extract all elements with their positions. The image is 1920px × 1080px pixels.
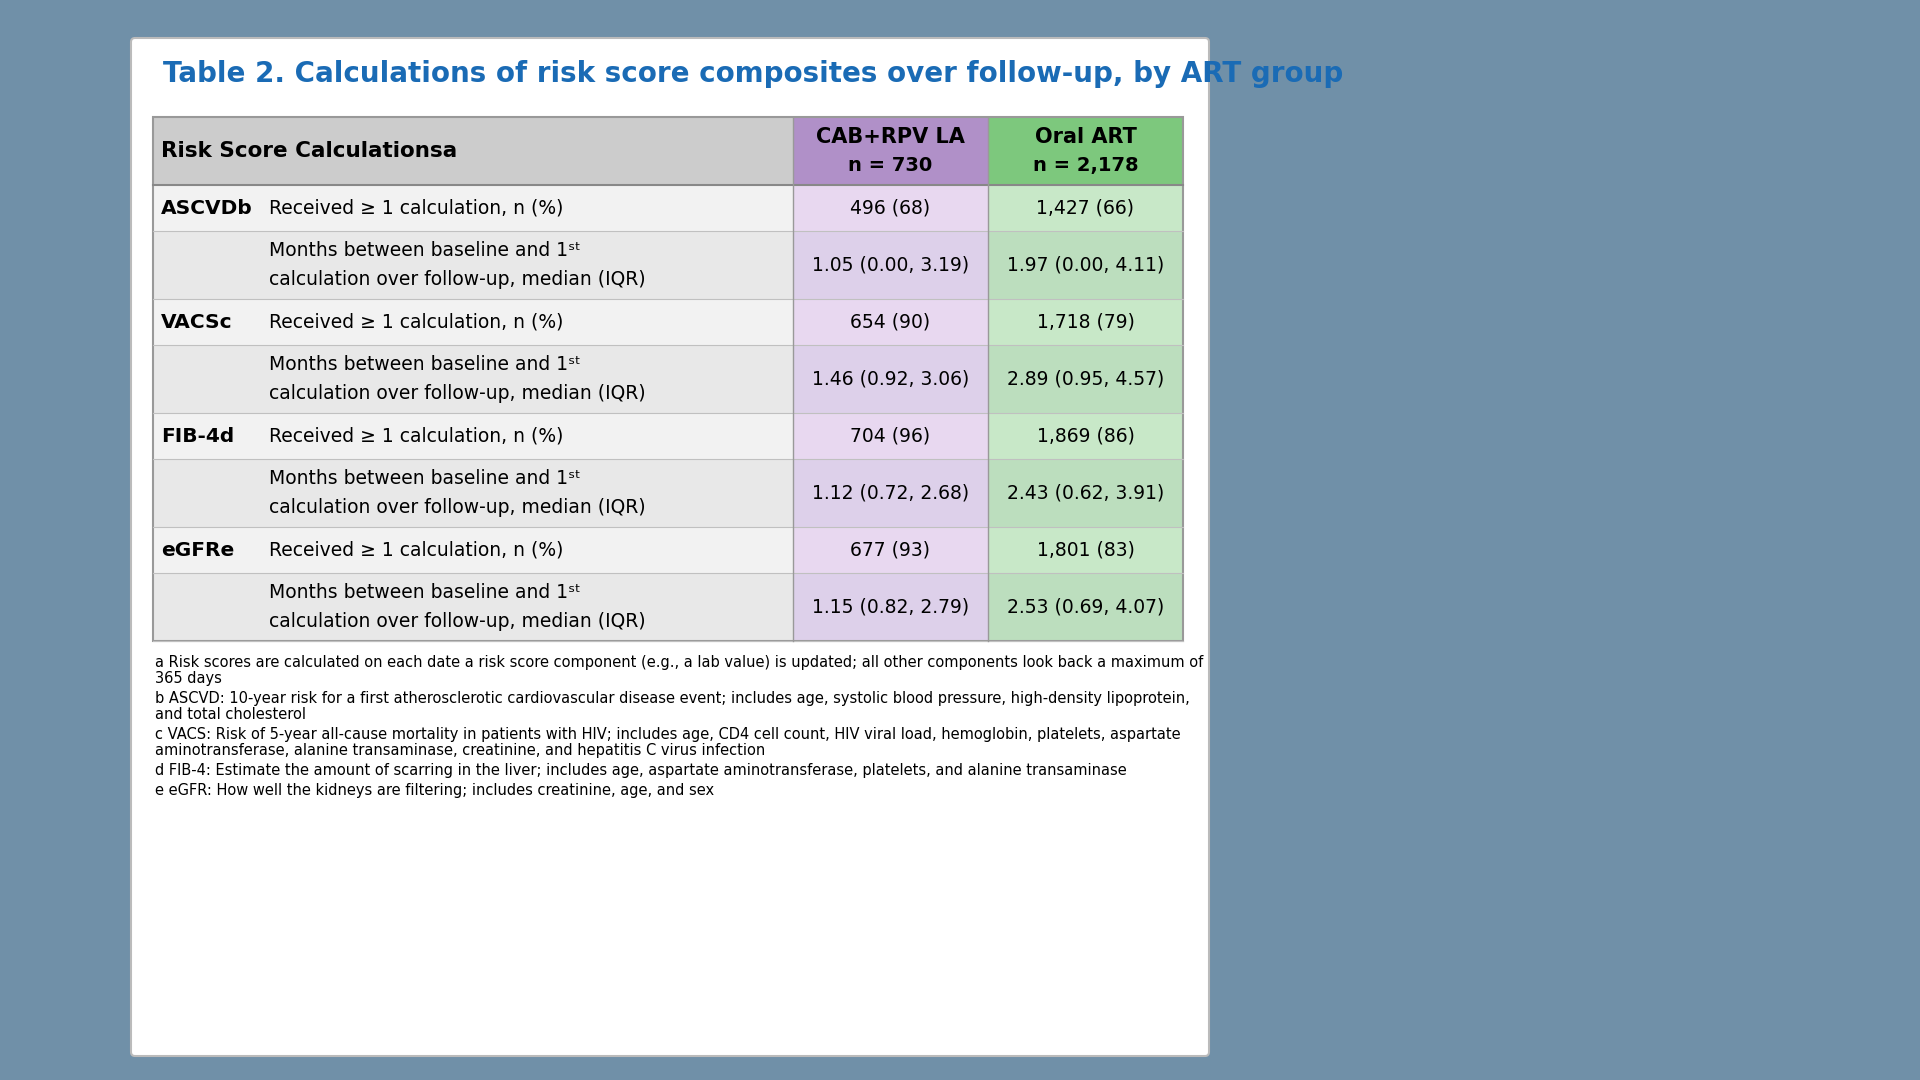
Text: Received ≥ 1 calculation, n (%): Received ≥ 1 calculation, n (%) — [269, 199, 563, 217]
Text: 1,427 (66): 1,427 (66) — [1037, 199, 1135, 217]
Bar — [989, 459, 1183, 527]
Text: calculation over follow-up, median (IQR): calculation over follow-up, median (IQR) — [269, 384, 645, 404]
Text: 1.12 (0.72, 2.68): 1.12 (0.72, 2.68) — [812, 484, 970, 502]
Text: n = 730: n = 730 — [849, 157, 933, 175]
Text: aminotransferase, alanine transaminase, creatinine, and hepatitis C virus infect: aminotransferase, alanine transaminase, … — [156, 743, 766, 758]
Text: Table 2. Calculations of risk score composites over follow-up, by ART group: Table 2. Calculations of risk score comp… — [163, 60, 1344, 87]
Bar — [154, 117, 1183, 185]
Bar — [989, 527, 1183, 573]
Bar — [154, 299, 793, 345]
Text: CAB+RPV LA: CAB+RPV LA — [816, 127, 966, 147]
Bar — [989, 413, 1183, 459]
Bar — [793, 345, 989, 413]
Bar — [154, 345, 793, 413]
Text: and total cholesterol: and total cholesterol — [156, 707, 305, 723]
Text: 1,801 (83): 1,801 (83) — [1037, 540, 1135, 559]
Text: 677 (93): 677 (93) — [851, 540, 931, 559]
Bar — [793, 527, 989, 573]
Bar — [154, 573, 793, 642]
Bar — [154, 231, 793, 299]
Text: n = 2,178: n = 2,178 — [1033, 157, 1139, 175]
Text: 1,718 (79): 1,718 (79) — [1037, 312, 1135, 332]
Text: Months between baseline and 1ˢᵗ: Months between baseline and 1ˢᵗ — [269, 355, 580, 375]
Text: c VACS: Risk of 5-year all-cause mortality in patients with HIV; includes age, C: c VACS: Risk of 5-year all-cause mortali… — [156, 727, 1181, 742]
Text: d FIB-4: Estimate the amount of scarring in the liver; includes age, aspartate a: d FIB-4: Estimate the amount of scarring… — [156, 762, 1127, 778]
Text: 2.89 (0.95, 4.57): 2.89 (0.95, 4.57) — [1006, 369, 1164, 389]
Text: ASCVDb: ASCVDb — [161, 199, 253, 217]
FancyBboxPatch shape — [131, 38, 1210, 1056]
Text: Months between baseline and 1ˢᵗ: Months between baseline and 1ˢᵗ — [269, 583, 580, 603]
Text: b ASCVD: 10-year risk for a first atherosclerotic cardiovascular disease event; : b ASCVD: 10-year risk for a first athero… — [156, 691, 1190, 706]
Text: a Risk scores are calculated on each date a risk score component (e.g., a lab va: a Risk scores are calculated on each dat… — [156, 654, 1204, 670]
Text: Oral ART: Oral ART — [1035, 127, 1137, 147]
Text: calculation over follow-up, median (IQR): calculation over follow-up, median (IQR) — [269, 270, 645, 289]
Text: 496 (68): 496 (68) — [851, 199, 931, 217]
Bar — [154, 117, 1183, 642]
Text: 2.43 (0.62, 3.91): 2.43 (0.62, 3.91) — [1006, 484, 1164, 502]
Text: 704 (96): 704 (96) — [851, 427, 931, 445]
Text: VACSc: VACSc — [161, 312, 232, 332]
Bar — [154, 413, 793, 459]
Text: Months between baseline and 1ˢᵗ: Months between baseline and 1ˢᵗ — [269, 241, 580, 260]
Text: e eGFR: How well the kidneys are filtering; includes creatinine, age, and sex: e eGFR: How well the kidneys are filteri… — [156, 783, 714, 798]
Text: 1.05 (0.00, 3.19): 1.05 (0.00, 3.19) — [812, 256, 970, 274]
Bar — [154, 459, 793, 527]
Text: 1.15 (0.82, 2.79): 1.15 (0.82, 2.79) — [812, 597, 970, 617]
Bar — [989, 345, 1183, 413]
Text: 2.53 (0.69, 4.07): 2.53 (0.69, 4.07) — [1006, 597, 1164, 617]
Bar — [154, 185, 793, 231]
Bar — [793, 413, 989, 459]
Bar — [793, 459, 989, 527]
Text: Months between baseline and 1ˢᵗ: Months between baseline and 1ˢᵗ — [269, 469, 580, 488]
Bar — [154, 527, 793, 573]
Bar — [989, 573, 1183, 642]
Bar — [793, 299, 989, 345]
Bar — [989, 299, 1183, 345]
Bar — [989, 117, 1183, 185]
Text: calculation over follow-up, median (IQR): calculation over follow-up, median (IQR) — [269, 499, 645, 517]
Text: FIB-4d: FIB-4d — [161, 427, 234, 445]
Text: eGFRe: eGFRe — [161, 540, 234, 559]
Bar — [793, 185, 989, 231]
Text: Received ≥ 1 calculation, n (%): Received ≥ 1 calculation, n (%) — [269, 312, 563, 332]
Bar — [793, 573, 989, 642]
Bar — [793, 117, 989, 185]
Text: 1.46 (0.92, 3.06): 1.46 (0.92, 3.06) — [812, 369, 970, 389]
Text: 365 days: 365 days — [156, 671, 223, 686]
Bar — [989, 185, 1183, 231]
Bar — [793, 231, 989, 299]
Text: 1,869 (86): 1,869 (86) — [1037, 427, 1135, 445]
Text: 1.97 (0.00, 4.11): 1.97 (0.00, 4.11) — [1006, 256, 1164, 274]
Text: Risk Score Calculationsa: Risk Score Calculationsa — [161, 141, 457, 161]
Text: calculation over follow-up, median (IQR): calculation over follow-up, median (IQR) — [269, 612, 645, 632]
Bar — [989, 231, 1183, 299]
Text: Received ≥ 1 calculation, n (%): Received ≥ 1 calculation, n (%) — [269, 540, 563, 559]
Text: Received ≥ 1 calculation, n (%): Received ≥ 1 calculation, n (%) — [269, 427, 563, 445]
Text: 654 (90): 654 (90) — [851, 312, 931, 332]
